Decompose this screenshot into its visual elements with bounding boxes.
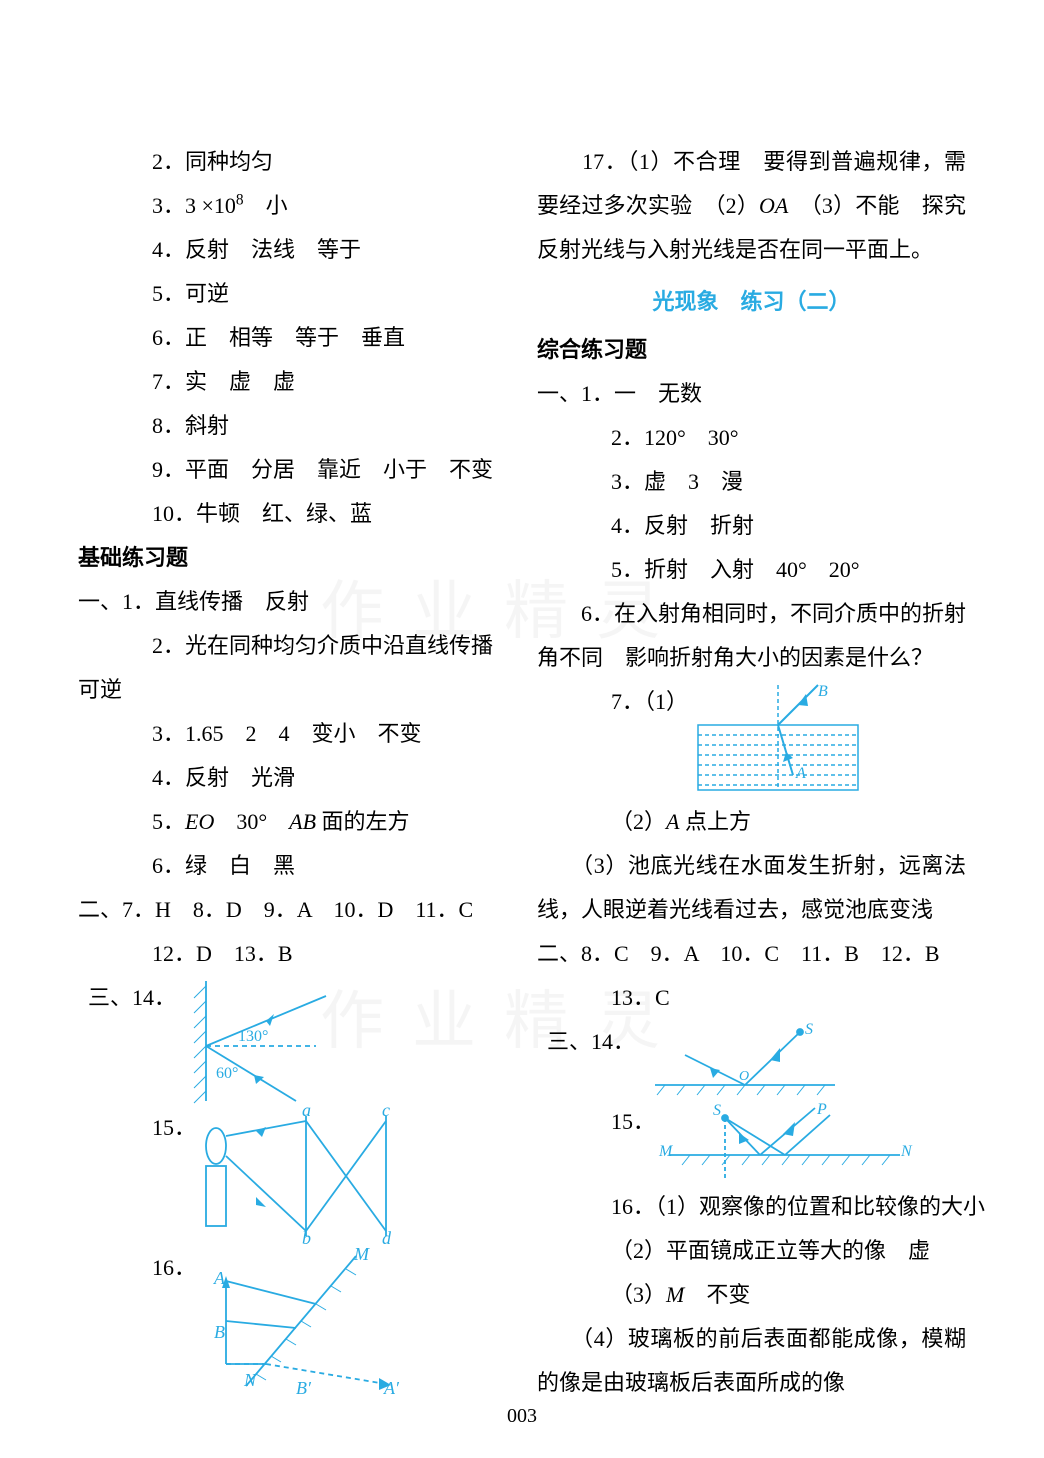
svg-text:c: c [382, 1106, 390, 1120]
svg-text:a: a [302, 1106, 311, 1120]
svg-text:A: A [213, 1268, 226, 1288]
answer-item: （3）池底光线在水面发生折射，远离法线，人眼逆着光线看过去，感觉池底变浅 [537, 844, 966, 932]
svg-text:A′: A′ [383, 1378, 400, 1396]
svg-text:M: M [353, 1246, 370, 1264]
answer-item: （4）玻璃板的前后表面都能成像，模糊的像是由玻璃板后表面所成的像 [537, 1317, 966, 1405]
answer-item: 3．虚 3 漫 [537, 460, 966, 504]
answer-item: 5．可逆 [78, 272, 507, 316]
diagram-16: M A B N B′ A′ [196, 1246, 416, 1396]
page-number: 003 [0, 1405, 1044, 1428]
answer-item: 4．反射 折射 [537, 504, 966, 548]
answer-item: 可逆 [78, 668, 507, 712]
right-column: 17．（1）不合理 要得到普遍规律，需要经过多次实验 （2）OA （3）不能 探… [537, 140, 966, 1405]
answer-item: 4．反射 光滑 [78, 756, 507, 800]
svg-text:d: d [382, 1228, 392, 1246]
answer-item: 4．反射 法线 等于 [78, 228, 507, 272]
svg-text:N: N [243, 1370, 257, 1390]
svg-text:60°: 60° [216, 1065, 238, 1082]
answer-item: 一、1．直线传播 反射 [78, 580, 507, 624]
answer-item: 5．折射 入射 40° 20° [537, 548, 966, 592]
answer-item: （3）M 不变 [537, 1273, 966, 1317]
answer-item: 6．绿 白 黑 [78, 844, 507, 888]
answer-item: 10．牛顿 红、绿、蓝 [78, 492, 507, 536]
answer-item: 二、7．H 8．D 9．A 10．D 11．C [78, 888, 507, 932]
svg-text:130°: 130° [238, 1028, 268, 1045]
question-number: 16． [78, 1246, 196, 1290]
svg-text:O: O [739, 1069, 749, 1084]
two-column-layout: 2．同种均匀 3．3 ×108 小 4．反射 法线 等于 5．可逆 6．正 相等… [78, 140, 966, 1405]
answer-item: 12．D 13．B [78, 932, 507, 976]
right-diagram-14: S O [635, 1020, 855, 1100]
question-number: 15． [78, 1106, 196, 1150]
right-diagram-15: S P M N [655, 1100, 915, 1185]
answer-item: 16．（1）观察像的位置和比较像的大小 [537, 1185, 966, 1229]
diagram-15: a b c d [196, 1106, 426, 1246]
right-question-15: 15． [537, 1100, 966, 1185]
section-title: 光现象 练习（二） [537, 272, 966, 328]
svg-text:P: P [816, 1101, 827, 1118]
answer-item: 9．平面 分居 靠近 小于 不变 [78, 448, 507, 492]
answer-item: 3．1.65 2 4 变小 不变 [78, 712, 507, 756]
svg-text:A: A [795, 765, 806, 782]
answer-item: 17．（1）不合理 要得到普遍规律，需要经过多次实验 （2）OA （3）不能 探… [537, 140, 966, 272]
answer-item: （2）A 点上方 [537, 800, 966, 844]
subsection-heading: 基础练习题 [78, 536, 507, 580]
answer-item: 3．3 ×108 小 [78, 184, 507, 228]
question-14: 三、14． [78, 976, 507, 1106]
answer-item: （2）平面镜成正立等大的像 虚 [537, 1229, 966, 1273]
answer-item: 一、1．一 无数 [537, 372, 966, 416]
question-number: 三、14． [537, 1020, 635, 1064]
question-number: 15． [537, 1100, 655, 1144]
svg-text:b: b [302, 1228, 311, 1246]
diagram-14: 130° 60° [176, 976, 346, 1106]
answer-item: 二、8．C 9．A 10．C 11．B 12．B [537, 932, 966, 976]
right-question-14: 三、14． [537, 1020, 966, 1100]
question-7: 7．（1） [537, 680, 966, 800]
svg-text:S: S [805, 1021, 813, 1038]
svg-text:B: B [818, 683, 828, 700]
answer-item: 2．光在同种均匀介质中沿直线传播 [78, 624, 507, 668]
question-15: 15． a b [78, 1106, 507, 1246]
answer-item: 6．在入射角相同时，不同介质中的折射角不同 影响折射角大小的因素是什么？ [537, 592, 966, 680]
svg-text:S: S [713, 1102, 721, 1119]
question-number: 三、14． [78, 976, 176, 1020]
left-column: 2．同种均匀 3．3 ×108 小 4．反射 法线 等于 5．可逆 6．正 相等… [78, 140, 507, 1405]
svg-text:B: B [214, 1322, 225, 1342]
question-16: 16． [78, 1246, 507, 1396]
answer-item: 2．120° 30° [537, 416, 966, 460]
answer-item: 13．C [537, 976, 966, 1020]
diagram-7: B A [688, 680, 868, 800]
subsection-heading: 综合练习题 [537, 328, 966, 372]
answer-item: 6．正 相等 等于 垂直 [78, 316, 507, 360]
svg-text:N: N [900, 1143, 913, 1160]
answer-item: 7．实 虚 虚 [78, 360, 507, 404]
answer-item: 5．EO 30° AB 面的左方 [78, 800, 507, 844]
question-number: 7．（1） [537, 680, 688, 724]
svg-text:M: M [658, 1143, 674, 1160]
svg-text:B′: B′ [296, 1378, 312, 1396]
answer-item: 8．斜射 [78, 404, 507, 448]
answer-item: 2．同种均匀 [78, 140, 507, 184]
